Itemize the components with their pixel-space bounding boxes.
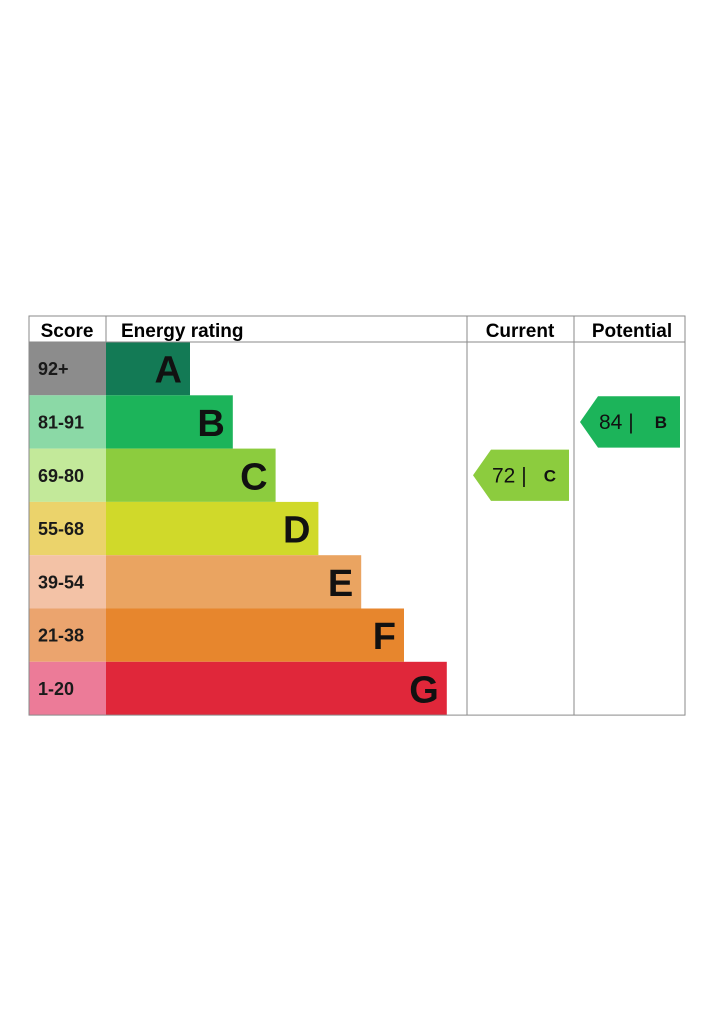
potential-letter: B: [655, 413, 667, 432]
potential-arrow: [580, 396, 680, 448]
band-letter-a: A: [155, 350, 182, 392]
chart-borders: [28, 315, 686, 716]
band-letter-g: G: [409, 669, 439, 711]
band-bar-g: [106, 661, 447, 716]
potential-header: Potential: [592, 321, 672, 342]
score-label-a: 92+: [38, 359, 69, 379]
current-header: Current: [486, 321, 555, 342]
score-cell-c: [29, 448, 106, 502]
band-letter-d: D: [283, 510, 310, 552]
band-bar-f: [106, 608, 404, 662]
current-arrow: [473, 449, 569, 501]
score-label-b: 81-91: [38, 412, 84, 432]
energy-rating-header: Energy rating: [121, 321, 243, 342]
rating-bands: 92+ A 81-91 B 69-80 C 55-68 D 39-54 E 21-38 F 1-20 G: [29, 342, 447, 716]
band-bar-e: [106, 555, 362, 609]
band-letter-c: C: [240, 456, 267, 498]
score-cell-f: [29, 608, 106, 662]
potential-value: 84 |: [599, 411, 634, 434]
score-cell-g: [29, 661, 106, 716]
band-bar-a: [106, 342, 190, 396]
current-letter: C: [544, 466, 556, 485]
score-label-g: 1-20: [38, 679, 74, 699]
band-letter-b: B: [197, 403, 224, 445]
score-cell-a: [29, 342, 106, 396]
band-letter-f: F: [373, 616, 396, 658]
score-label-e: 39-54: [38, 572, 84, 592]
band-letter-e: E: [328, 563, 353, 605]
score-cell-d: [29, 501, 106, 556]
band-bar-c: [106, 448, 276, 502]
score-cell-b: [29, 395, 106, 449]
score-header: Score: [41, 321, 94, 342]
score-cell-e: [29, 555, 106, 609]
band-bar-d: [106, 501, 319, 556]
rating-arrows: 72 | C 84 | B: [473, 396, 680, 501]
band-bar-b: [106, 395, 233, 449]
current-value: 72 |: [492, 464, 527, 487]
score-label-d: 55-68: [38, 519, 84, 539]
score-label-c: 69-80: [38, 466, 84, 486]
chart-header: Score Energy rating Current Potential: [41, 321, 673, 342]
table-outline: [28, 315, 686, 716]
score-label-f: 21-38: [38, 626, 84, 646]
